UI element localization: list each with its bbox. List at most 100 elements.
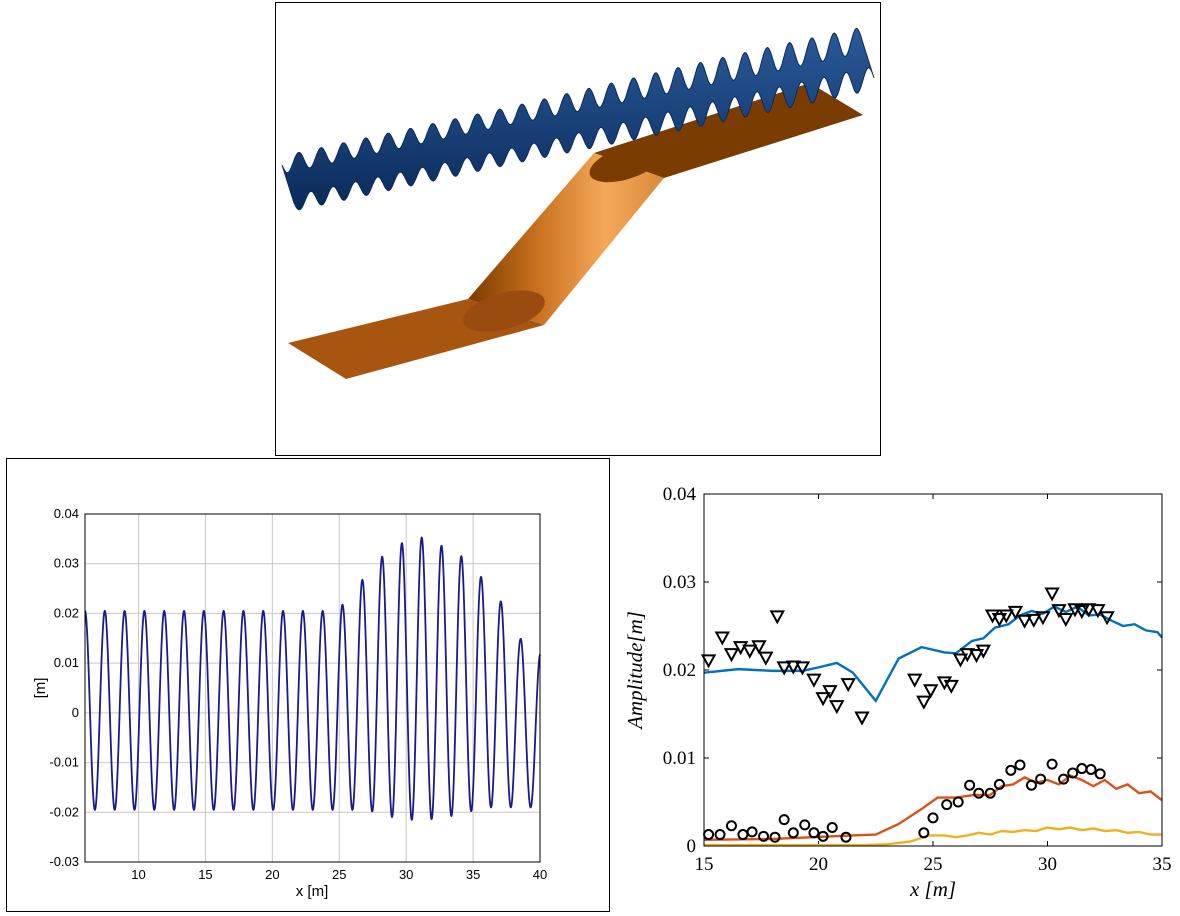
x-tick-label: 20 — [265, 867, 279, 882]
plot-frame — [703, 493, 1163, 847]
triangle-marker — [723, 648, 740, 663]
triangle-marker — [916, 695, 932, 710]
y-tick-label: 0 — [72, 705, 79, 720]
triangle-marker — [943, 679, 960, 694]
circle-marker — [973, 787, 985, 799]
triangle-marker — [991, 612, 1008, 628]
circle-marker — [952, 796, 964, 808]
circle-marker — [840, 831, 852, 843]
triangle-marker — [1058, 612, 1074, 628]
wave-surface — [281, 27, 875, 211]
amplitude-chart: 15 20 25 30 35 0.04 0.03 0.02 0.01 0 x [m] Amplit… — [623, 484, 1172, 901]
x-tick-label: 35 — [466, 867, 480, 882]
x-axis-label: x [m] — [909, 877, 956, 901]
triangle-marker — [769, 610, 785, 625]
circle-marker — [964, 779, 976, 791]
y-tick-label: 0.01 — [663, 748, 696, 769]
triangle-marker — [1074, 605, 1090, 620]
triangle-marker — [714, 631, 731, 646]
y-tick-label: 0.01 — [54, 655, 79, 670]
y-tick-label: 0.03 — [663, 572, 696, 593]
triangle-marker — [785, 660, 801, 675]
wave-3d-render — [281, 27, 875, 379]
triangle-marker — [1081, 603, 1097, 618]
triangle-marker — [959, 648, 976, 663]
triangle-marker — [952, 653, 969, 668]
circle-marker — [984, 787, 996, 799]
circle-marker — [1005, 764, 1017, 776]
y-tick-label: 0.03 — [54, 556, 79, 571]
triangle-marker — [1044, 587, 1060, 602]
triangle-marker — [906, 673, 923, 688]
triangle-marker — [998, 609, 1014, 624]
y-tick-label: -0.02 — [49, 804, 79, 819]
y-tick-label: 0 — [687, 836, 697, 857]
tick-labels: 10 15 20 25 30 35 40 0.04 0.03 0.02 0.01 0 -0.01 -0.0… — [49, 506, 547, 882]
circle-marker — [787, 827, 799, 839]
triangle-marker — [758, 651, 774, 666]
triangle-marker — [1099, 611, 1115, 626]
x-tick-label: 15 — [695, 854, 714, 875]
circle-marker — [1025, 779, 1037, 791]
series-lines — [703, 605, 1163, 847]
x-tick-label: 25 — [332, 867, 346, 882]
oblique-ramp — [468, 153, 664, 325]
measurement-markers — [700, 587, 1115, 843]
circle-marker — [746, 826, 758, 838]
y-tick-label: 0.02 — [54, 605, 79, 620]
triangle-marker — [923, 684, 939, 699]
triangle-marker — [1007, 605, 1024, 621]
x-tick-label: 15 — [198, 867, 212, 882]
y-tick-label: 0.04 — [54, 506, 79, 521]
x-tick-label: 35 — [1153, 854, 1172, 875]
circle-marker — [703, 829, 715, 841]
series-line-1 — [703, 774, 1163, 842]
circle-marker — [941, 799, 953, 811]
circle-marker — [1067, 767, 1079, 779]
triangle-marker — [732, 641, 749, 656]
amplitude-chart-panel: 15 20 25 30 35 0.04 0.03 0.02 0.01 0 x [m] Amplit… — [612, 458, 1178, 914]
triangle-marker — [822, 685, 838, 700]
x-tick-label: 10 — [131, 867, 145, 882]
circle-marker — [1094, 768, 1106, 780]
surface-elevation-chart: 10 15 20 25 30 35 40 0.04 0.03 0.02 0.01 0 -0.01 -0.0… — [32, 506, 547, 900]
x-tick-label: 30 — [1038, 854, 1057, 875]
circle-marker — [725, 820, 737, 832]
triangle-marker — [700, 654, 717, 669]
x-tick-label: 40 — [533, 867, 547, 882]
y-tick-label: 0.02 — [663, 660, 696, 681]
triangle-marker — [742, 644, 758, 659]
circle-marker — [817, 830, 829, 842]
circle-marker — [918, 827, 930, 839]
circle-marker — [927, 812, 939, 824]
triangle-marker — [829, 700, 845, 715]
circle-marker — [799, 819, 811, 831]
triangle-marker — [1026, 613, 1042, 628]
circle-marker — [714, 829, 726, 841]
circle-marker — [993, 778, 1005, 790]
triangle-marker — [1090, 604, 1106, 619]
series-line-0 — [703, 605, 1163, 703]
y-tick-label: -0.03 — [49, 854, 79, 869]
triangle-marker — [1051, 604, 1067, 619]
circle-marker — [1076, 763, 1088, 775]
tick-labels: 15 20 25 30 35 0.04 0.03 0.02 0.01 0 — [663, 484, 1172, 875]
triangle-marker — [968, 649, 985, 664]
circle-marker — [737, 829, 749, 841]
ramp-upper-edge — [589, 143, 663, 183]
circle-marker — [1035, 773, 1047, 785]
circle-marker — [758, 830, 770, 842]
triangle-marker — [776, 661, 792, 676]
surface-elevation-chart-panel: 10 15 20 25 30 35 40 0.04 0.03 0.02 0.01 0 -0.01 -0.0… — [6, 458, 610, 912]
circle-marker — [1014, 759, 1026, 771]
circle-marker — [769, 831, 781, 843]
surface-elevation-series-line — [84, 536, 541, 821]
x-tick-label: 30 — [399, 867, 413, 882]
circle-marker — [1046, 758, 1058, 770]
y-tick-label: 0.04 — [663, 484, 697, 505]
triangle-marker — [806, 673, 822, 688]
circle-marker — [1058, 773, 1070, 785]
x-axis-label: x [m] — [296, 883, 329, 900]
circle-marker — [1085, 763, 1097, 775]
triangle-marker — [751, 640, 767, 655]
